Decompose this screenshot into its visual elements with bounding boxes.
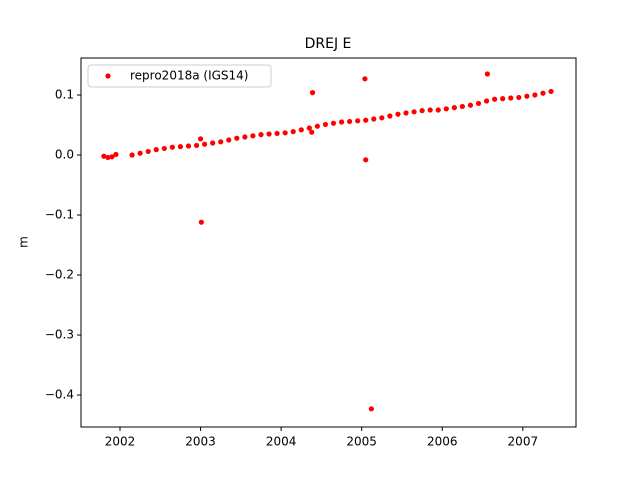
data-point xyxy=(309,90,316,96)
data-point xyxy=(459,103,466,110)
data-point xyxy=(347,118,353,125)
y-tick-label: 0.0 xyxy=(55,148,74,162)
data-point xyxy=(451,105,457,111)
data-point xyxy=(226,137,232,143)
data-point xyxy=(379,115,385,121)
data-point xyxy=(113,151,119,158)
data-point xyxy=(314,123,320,129)
data-point xyxy=(411,109,417,115)
data-point xyxy=(274,130,280,137)
data-point xyxy=(169,144,175,150)
data-point xyxy=(492,96,498,102)
data-point xyxy=(516,94,522,101)
data-point xyxy=(540,90,546,96)
data-point xyxy=(109,154,115,160)
data-point xyxy=(322,121,329,128)
data-point xyxy=(532,92,538,98)
data-point xyxy=(153,147,159,153)
data-point xyxy=(355,118,361,124)
data-point xyxy=(309,129,315,135)
x-tick-label: 2004 xyxy=(266,435,297,449)
data-point xyxy=(250,133,256,139)
data-point xyxy=(435,107,441,113)
data-point xyxy=(338,119,345,125)
y-tick-label: −0.3 xyxy=(45,328,74,342)
x-tick-label: 2002 xyxy=(105,435,136,449)
data-point xyxy=(282,130,288,136)
data-point xyxy=(362,76,368,82)
data-point xyxy=(258,132,264,138)
data-point xyxy=(368,406,374,412)
data-point xyxy=(443,106,449,112)
x-tick-label: 2007 xyxy=(508,435,539,449)
chart-title: DREJ E xyxy=(305,36,352,52)
data-point xyxy=(145,148,151,155)
y-tick-label: −0.1 xyxy=(45,208,74,222)
data-point xyxy=(419,108,425,114)
data-point xyxy=(105,154,111,161)
data-point xyxy=(198,219,204,225)
data-point xyxy=(137,150,143,156)
data-point xyxy=(177,144,184,150)
y-tick-label: −0.2 xyxy=(45,268,74,282)
data-point xyxy=(306,125,312,131)
y-axis-label: m xyxy=(17,236,31,248)
data-point xyxy=(363,157,369,163)
data-point xyxy=(161,145,167,152)
legend-marker xyxy=(105,73,111,79)
data-point xyxy=(218,139,224,145)
data-point xyxy=(210,140,216,146)
data-point xyxy=(363,117,369,123)
legend-label: repro2018a (IGS14) xyxy=(130,69,248,83)
data-point xyxy=(484,71,490,77)
data-point xyxy=(290,129,296,135)
data-point xyxy=(129,152,135,158)
data-point xyxy=(371,116,377,122)
x-tick-label: 2005 xyxy=(346,435,377,449)
data-point xyxy=(475,100,482,107)
y-tick-label: 0.1 xyxy=(55,88,74,102)
data-point xyxy=(427,107,433,113)
data-point xyxy=(234,135,240,141)
data-point xyxy=(330,120,337,126)
data-point xyxy=(193,142,200,149)
data-point xyxy=(500,96,506,102)
data-point xyxy=(298,127,304,133)
data-point xyxy=(266,131,272,137)
x-tick-label: 2006 xyxy=(427,435,458,449)
data-point xyxy=(395,111,401,117)
plot-frame xyxy=(80,57,577,428)
data-point xyxy=(483,98,490,104)
data-point xyxy=(101,153,107,159)
data-point xyxy=(467,102,474,108)
data-point xyxy=(387,113,393,119)
data-point xyxy=(548,88,554,95)
data-point xyxy=(201,141,208,147)
data-point xyxy=(508,95,514,101)
data-point xyxy=(185,143,192,149)
data-point xyxy=(403,110,409,116)
legend-box xyxy=(87,64,272,88)
x-tick-label: 2003 xyxy=(185,435,216,449)
data-point xyxy=(197,136,204,142)
data-point xyxy=(524,93,530,99)
y-tick-label: −0.4 xyxy=(45,388,74,402)
data-point xyxy=(242,134,248,140)
